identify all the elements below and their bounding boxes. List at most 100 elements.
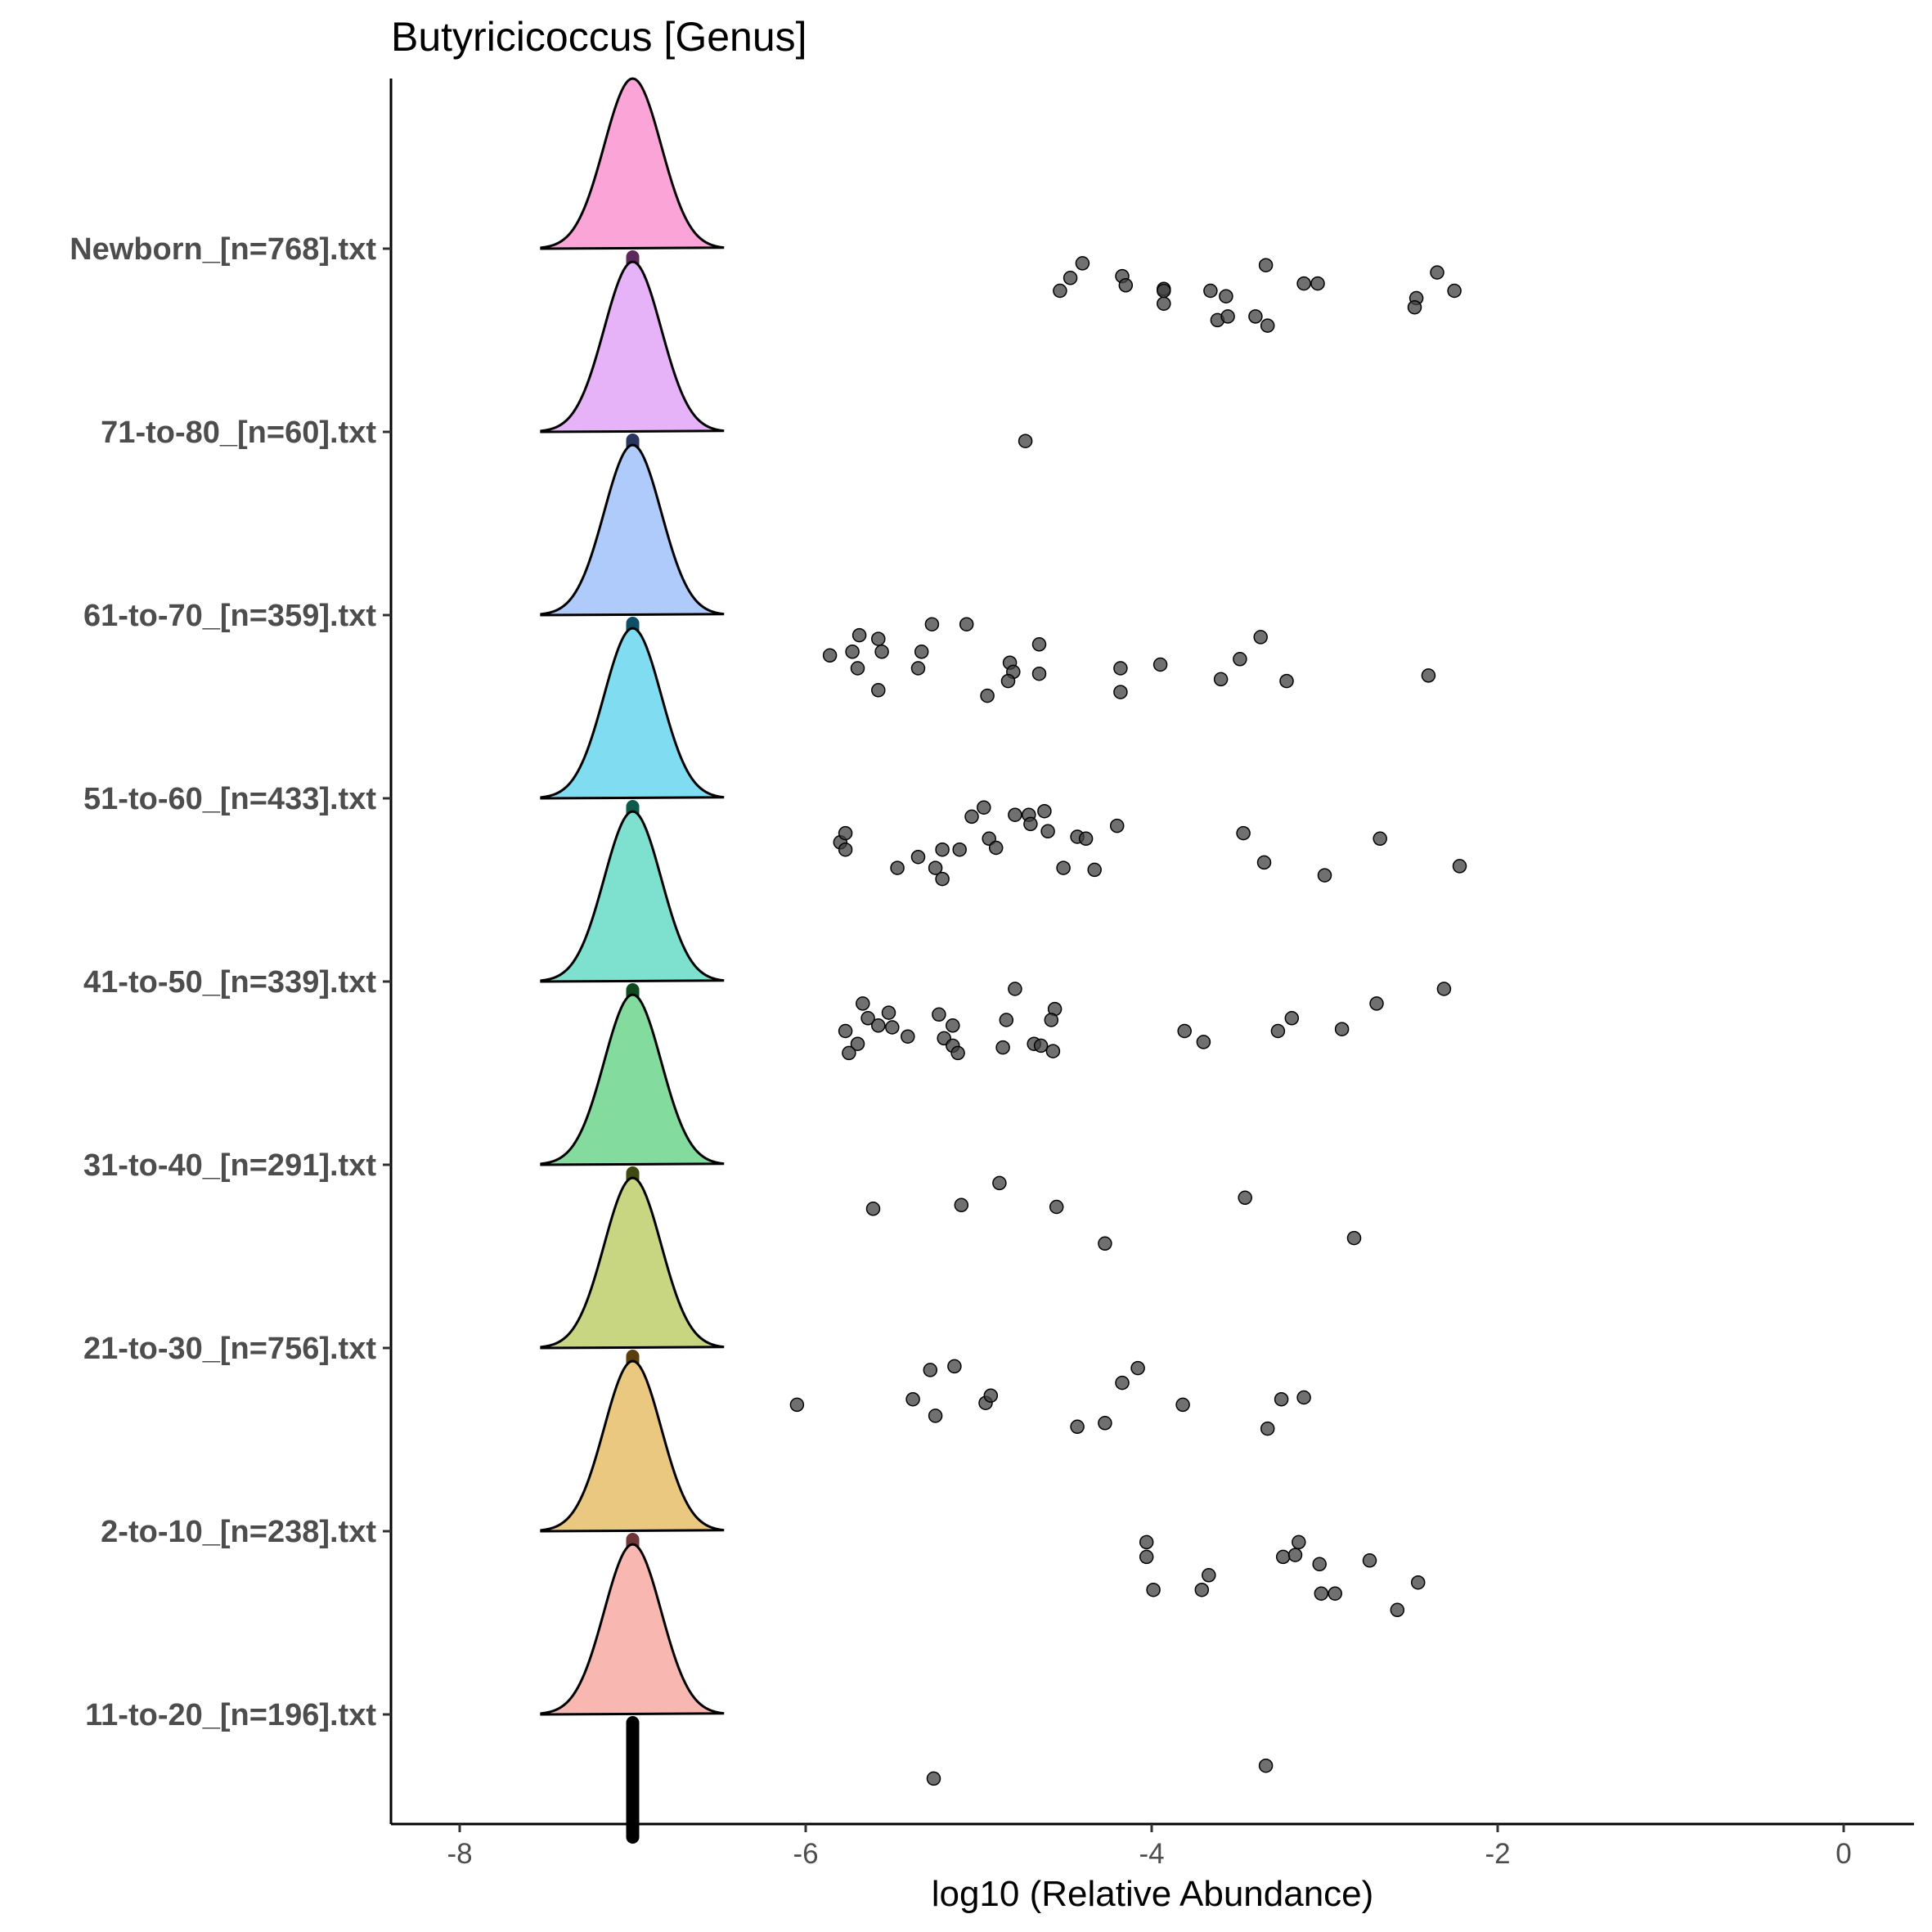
ridge-density-2	[540, 443, 725, 617]
ridge-density-6	[540, 1176, 725, 1350]
data-point	[856, 996, 870, 1011]
data-point	[947, 1359, 962, 1374]
x-tick-label-0: -8	[447, 1838, 472, 1870]
data-point	[838, 842, 853, 857]
data-point	[1407, 299, 1422, 315]
x-tick-label-4: 0	[1835, 1838, 1851, 1870]
data-point	[885, 1020, 900, 1035]
data-point	[1113, 661, 1128, 676]
data-point	[1373, 831, 1387, 847]
data-point	[1369, 996, 1384, 1011]
data-point	[995, 1040, 1010, 1055]
y-tick-label-6: 21-to-30_[n=756].txt	[83, 1332, 376, 1366]
data-point	[1447, 283, 1462, 299]
data-point	[910, 849, 926, 865]
data-point	[1113, 685, 1128, 699]
data-point	[1152, 657, 1168, 672]
data-point	[1256, 855, 1272, 870]
data-point	[983, 1388, 999, 1403]
data-point	[1053, 283, 1067, 299]
data-point	[1312, 1557, 1327, 1572]
data-point	[946, 1018, 960, 1033]
y-tick-layer: Newborn_[n=768].txt 71-to-80_[n=60].txt 61…	[70, 232, 391, 1732]
data-point	[1219, 289, 1233, 303]
data-point	[905, 1391, 920, 1407]
data-point	[1248, 309, 1263, 324]
data-point	[874, 645, 889, 659]
data-point	[1287, 1548, 1303, 1562]
data-point	[928, 860, 943, 875]
data-point	[850, 661, 865, 676]
data-point	[992, 1175, 1007, 1191]
ridge-density-0	[540, 77, 725, 250]
data-point	[1115, 1375, 1130, 1391]
data-point	[1139, 1534, 1154, 1550]
y-tick-label-7: 2-to-10_[n=238].txt	[101, 1515, 376, 1549]
x-axis-label: log10 (Relative Abundance)	[932, 1874, 1374, 1914]
ridge-density-3	[540, 627, 725, 800]
data-point	[950, 1045, 965, 1061]
data-point	[1284, 1011, 1300, 1026]
data-point	[1175, 1397, 1190, 1413]
data-point	[1196, 1035, 1211, 1049]
data-point	[1098, 1236, 1112, 1251]
data-point	[923, 1363, 938, 1377]
data-point	[1362, 1553, 1377, 1568]
data-point	[890, 860, 905, 875]
x-tick-label-3: -2	[1485, 1838, 1510, 1870]
data-point	[851, 627, 867, 643]
data-point	[1037, 803, 1052, 819]
data-point	[1040, 824, 1055, 839]
data-point	[871, 1018, 886, 1033]
data-point	[1317, 868, 1332, 883]
data-point	[1109, 818, 1125, 833]
data-point	[1258, 258, 1274, 272]
data-point	[1213, 672, 1229, 687]
y-tick-label-0: Newborn_[n=768].txt	[70, 232, 376, 267]
data-point	[926, 1771, 941, 1786]
data-point	[1236, 825, 1251, 841]
data-point	[1098, 1416, 1112, 1431]
data-point	[1436, 982, 1452, 996]
points-layer	[789, 256, 1467, 1786]
data-point	[1044, 1013, 1059, 1027]
data-point	[845, 645, 860, 659]
data-point	[1075, 256, 1090, 271]
x-tick-layer: -8 -6 -4 -2 0	[447, 1824, 1852, 1870]
ridge-density-7	[540, 1359, 725, 1533]
data-point	[838, 825, 853, 841]
chart-title: Butyricicoccus [Genus]	[391, 14, 807, 60]
data-point	[1275, 1549, 1291, 1565]
data-point	[1346, 1230, 1362, 1246]
data-point	[932, 1007, 946, 1022]
data-point	[842, 1045, 856, 1061]
data-point	[1296, 276, 1311, 291]
y-tick-label-2: 61-to-70_[n=359].txt	[83, 599, 376, 633]
data-point	[1238, 1190, 1252, 1206]
data-point	[914, 645, 929, 659]
data-point	[1203, 283, 1218, 299]
data-point	[935, 871, 950, 887]
data-point	[1260, 1421, 1275, 1436]
data-point	[1202, 1568, 1216, 1583]
data-point	[1008, 982, 1022, 996]
data-point	[1274, 1391, 1289, 1407]
data-point	[871, 683, 886, 698]
data-point	[871, 631, 886, 646]
data-point	[988, 840, 1004, 856]
data-point	[901, 1029, 915, 1044]
data-point	[910, 661, 926, 676]
data-point	[1233, 652, 1247, 667]
data-point	[850, 1036, 865, 1051]
data-point	[1008, 807, 1022, 822]
data-point	[838, 1023, 853, 1039]
data-point	[1031, 637, 1047, 652]
data-point	[1452, 859, 1467, 874]
data-point	[928, 1409, 943, 1423]
data-point	[1000, 673, 1016, 689]
data-point	[1328, 1586, 1342, 1601]
data-point	[1049, 1199, 1064, 1215]
ridge-density-5	[540, 993, 725, 1166]
data-point	[1279, 673, 1294, 689]
